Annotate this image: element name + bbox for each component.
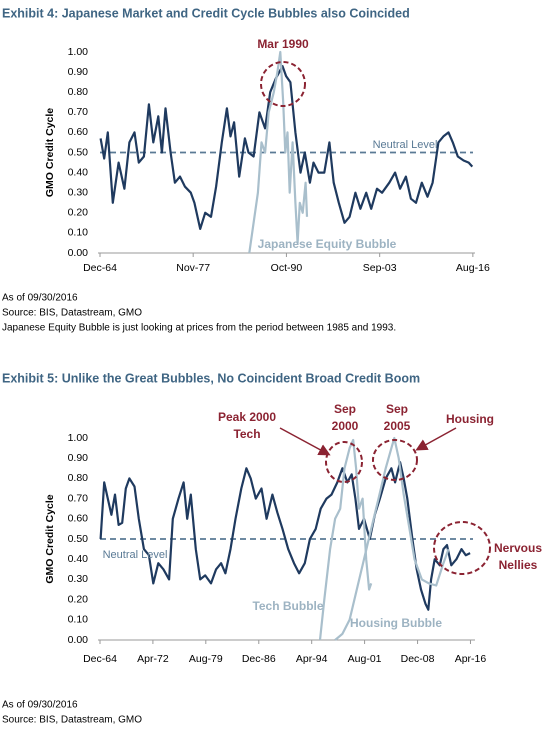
annotation: 2000 xyxy=(332,419,359,433)
y-tick-label: 0.90 xyxy=(68,452,89,464)
note: Source: BIS, Datastream, GMO xyxy=(2,308,142,319)
x-tick-label: Dec-64 xyxy=(83,262,117,274)
series-line xyxy=(248,50,309,254)
y-tick-label: 0.80 xyxy=(68,86,89,98)
y-axis-label: GMO Credit Cycle xyxy=(44,494,56,583)
y-tick-label: 0.00 xyxy=(68,634,89,646)
highlight-circle xyxy=(433,521,491,575)
annotation: Peak 2000 xyxy=(218,410,276,424)
annotation: Mar 1990 xyxy=(257,37,309,51)
note: Japanese Equity Bubble is just looking a… xyxy=(2,323,396,334)
annotation: Sep xyxy=(386,402,408,416)
y-tick-label: 1.00 xyxy=(68,46,89,58)
highlight-circle xyxy=(260,61,306,107)
y-tick-label: 0.40 xyxy=(68,553,89,565)
note: Source: BIS, Datastream, GMO xyxy=(2,715,142,726)
series-label: Housing Bubble xyxy=(350,616,442,630)
y-tick-label: 0.60 xyxy=(68,513,89,525)
callout-arrow xyxy=(279,427,331,456)
y-tick-label: 0.10 xyxy=(68,227,89,239)
y-tick-label: 0.20 xyxy=(68,593,89,605)
y-tick-label: 0.50 xyxy=(68,533,89,545)
series-label: Japanese Equity Bubble xyxy=(258,237,397,251)
chart-title: Exhibit 5: Unlike the Great Bubbles, No … xyxy=(2,371,420,385)
x-tick-label: Aug-16 xyxy=(456,262,490,274)
y-tick-label: 0.40 xyxy=(68,166,89,178)
annotation: Neutral Level xyxy=(373,139,438,151)
annotation: Nervous xyxy=(494,541,542,555)
highlight-circle xyxy=(325,441,363,483)
annotation: Neutral Level xyxy=(103,549,168,561)
series-line xyxy=(334,436,450,641)
annotation: Tech xyxy=(233,427,260,441)
y-tick-label: 0.30 xyxy=(68,186,89,198)
y-tick-label: 0.80 xyxy=(68,472,89,484)
note: As of 09/30/2016 xyxy=(2,293,78,304)
y-tick-label: 0.30 xyxy=(68,573,89,585)
y-tick-label: 0.10 xyxy=(68,614,89,626)
y-axis-label: GMO Credit Cycle xyxy=(44,108,56,197)
series-label: Tech Bubble xyxy=(252,599,323,613)
highlight-circle xyxy=(372,439,418,481)
x-tick-label: Apr-16 xyxy=(455,653,487,665)
series-line xyxy=(99,461,471,611)
chart-title: Exhibit 4: Japanese Market and Credit Cy… xyxy=(2,6,410,20)
annotation: Housing xyxy=(446,412,494,426)
y-tick-label: 0.70 xyxy=(68,106,89,118)
x-tick-label: Oct-90 xyxy=(271,262,303,274)
x-tick-label: Nov-77 xyxy=(176,262,210,274)
note: As of 09/30/2016 xyxy=(2,700,78,711)
x-tick-label: Dec-08 xyxy=(401,653,435,665)
x-tick-label: Apr-72 xyxy=(137,653,169,665)
x-tick-label: Dec-86 xyxy=(242,653,276,665)
x-tick-label: Dec-64 xyxy=(83,653,117,665)
y-tick-label: 0.60 xyxy=(68,126,89,138)
x-tick-label: Aug-79 xyxy=(189,653,223,665)
series-line xyxy=(99,65,474,230)
x-tick-label: Aug-01 xyxy=(348,653,382,665)
annotation: 2005 xyxy=(384,419,411,433)
y-tick-label: 1.00 xyxy=(68,432,89,444)
annotation: Nellies xyxy=(499,558,538,572)
y-tick-label: 0.70 xyxy=(68,492,89,504)
y-tick-label: 0.00 xyxy=(68,247,89,259)
y-tick-label: 0.20 xyxy=(68,207,89,219)
y-tick-label: 0.50 xyxy=(68,146,89,158)
y-tick-label: 0.90 xyxy=(68,66,89,78)
x-tick-label: Apr-94 xyxy=(296,653,328,665)
callout-arrow xyxy=(415,427,457,451)
annotation: Sep xyxy=(334,402,356,416)
x-tick-label: Sep-03 xyxy=(363,262,397,274)
